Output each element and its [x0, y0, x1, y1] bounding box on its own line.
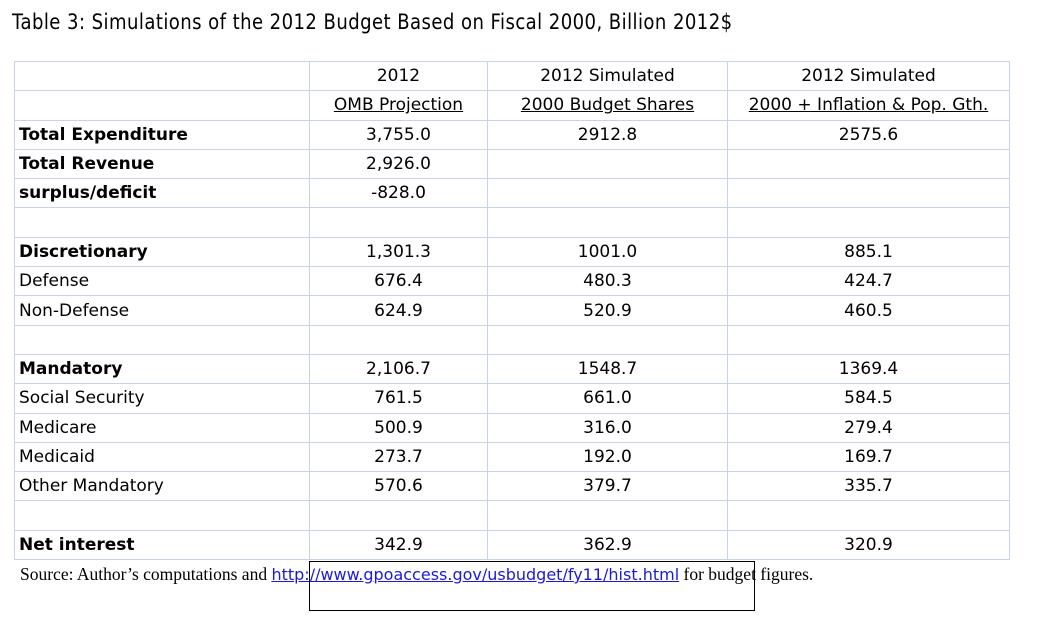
- table-cell: [487, 178, 728, 209]
- table-row: Defense 676.4 480.3 424.7: [14, 266, 1010, 297]
- table-cell: [727, 500, 1010, 531]
- table-cell: 362.9: [487, 529, 728, 561]
- table-cell: 2912.8: [487, 119, 728, 150]
- table-cell: 1,301.3: [309, 236, 488, 268]
- table-cell: [727, 148, 1010, 180]
- row-label: Defense: [14, 266, 310, 297]
- row-label: Total Expenditure: [14, 119, 310, 150]
- row-label: surplus/deficit: [14, 178, 310, 209]
- row-label: Medicaid: [14, 441, 310, 473]
- table-row: Non-Defense 624.9 520.9 460.5: [14, 295, 1010, 326]
- table-cell: 2012 Simulated: [487, 60, 728, 92]
- table-cell: 2012 Simulated: [727, 60, 1010, 92]
- table-cell: 2,926.0: [309, 148, 488, 180]
- spacer-row: [14, 324, 1010, 355]
- row-label: Net interest: [14, 529, 310, 561]
- header-row-1: 2012 2012 Simulated 2012 Simulated: [14, 60, 1010, 92]
- row-label: [14, 60, 310, 92]
- budget-table: 2012 2012 Simulated 2012 Simulated OMB Proj…: [14, 60, 1010, 561]
- table-row: Total Revenue 2,926.0: [14, 148, 1010, 180]
- table-cell: 2000 + Inflation & Pop. Gth.: [727, 90, 1010, 121]
- table-cell: 379.7: [487, 471, 728, 502]
- table-row: Other Mandatory 570.6 379.7 335.7: [14, 471, 1010, 502]
- table-cell: 2000 Budget Shares: [487, 90, 728, 121]
- spacer-row: [14, 500, 1010, 531]
- table-cell: [727, 207, 1010, 238]
- row-label: [14, 90, 310, 121]
- table-title: Table 3: Simulations of the 2012 Budget …: [12, 10, 733, 34]
- table-cell: 2012: [309, 60, 488, 92]
- header-text: OMB Projection: [333, 95, 464, 116]
- table-row: Total Expenditure 3,755.0 2912.8 2575.6: [14, 119, 1010, 150]
- table-row: surplus/deficit -828.0: [14, 178, 1010, 209]
- table-cell: 3,755.0: [309, 119, 488, 150]
- table-cell: 500.9: [309, 412, 488, 443]
- table-row: Medicare 500.9 316.0 279.4: [14, 412, 1010, 443]
- source-prefix: Source: Author’s computations and: [20, 564, 272, 584]
- table-cell: 661.0: [487, 383, 728, 414]
- table-cell: OMB Projection: [309, 90, 488, 121]
- source-link[interactable]: http://www.gpoaccess.gov/usbudget/fy11/h…: [271, 565, 680, 584]
- table-cell: 1548.7: [487, 353, 728, 385]
- row-label: Mandatory: [14, 353, 310, 385]
- table-cell: [309, 207, 488, 238]
- row-label: Medicare: [14, 412, 310, 443]
- table-cell: 1369.4: [727, 353, 1010, 385]
- table-row: Social Security 761.5 661.0 584.5: [14, 383, 1010, 414]
- table-cell: 2575.6: [727, 119, 1010, 150]
- row-label: Discretionary: [14, 236, 310, 268]
- table-cell: 885.1: [727, 236, 1010, 268]
- table-cell: -828.0: [309, 178, 488, 209]
- table-cell: 2,106.7: [309, 353, 488, 385]
- table-cell: 316.0: [487, 412, 728, 443]
- table-cell: [727, 324, 1010, 355]
- table-row: Mandatory 2,106.7 1548.7 1369.4: [14, 353, 1010, 385]
- source-suffix: for budget figures.: [679, 564, 814, 584]
- header-text: 2000 + Inflation & Pop. Gth.: [748, 95, 989, 116]
- table-cell: [487, 324, 728, 355]
- table-cell: [309, 324, 488, 355]
- header-text: 2000 Budget Shares: [520, 95, 695, 116]
- table-cell: 279.4: [727, 412, 1010, 443]
- table-row: Medicaid 273.7 192.0 169.7: [14, 441, 1010, 473]
- table-cell: 480.3: [487, 266, 728, 297]
- table-cell: 676.4: [309, 266, 488, 297]
- table-cell: 1001.0: [487, 236, 728, 268]
- table-cell: 273.7: [309, 441, 488, 473]
- row-label: [14, 207, 310, 238]
- table-cell: [309, 500, 488, 531]
- row-label: Other Mandatory: [14, 471, 310, 502]
- table-cell: [727, 178, 1010, 209]
- table-cell: [487, 500, 728, 531]
- table-cell: 342.9: [309, 529, 488, 561]
- table-cell: 335.7: [727, 471, 1010, 502]
- link-box-frame: [309, 561, 755, 611]
- table-cell: 169.7: [727, 441, 1010, 473]
- table-cell: 320.9: [727, 529, 1010, 561]
- table-cell: 192.0: [487, 441, 728, 473]
- row-label: [14, 324, 310, 355]
- table-cell: 584.5: [727, 383, 1010, 414]
- table-cell: 460.5: [727, 295, 1010, 326]
- table-cell: 761.5: [309, 383, 488, 414]
- header-row-2: OMB Projection 2000 Budget Shares 2000 + I…: [14, 90, 1010, 121]
- table-cell: [487, 148, 728, 180]
- row-label: Social Security: [14, 383, 310, 414]
- row-label: Non-Defense: [14, 295, 310, 326]
- table-row: Discretionary 1,301.3 1001.0 885.1: [14, 236, 1010, 268]
- table-row: Net interest 342.9 362.9 320.9: [14, 529, 1010, 561]
- table-cell: 570.6: [309, 471, 488, 502]
- table-cell: 624.9: [309, 295, 488, 326]
- spacer-row: [14, 207, 1010, 238]
- row-label: Total Revenue: [14, 148, 310, 180]
- table-cell: 424.7: [727, 266, 1010, 297]
- row-label: [14, 500, 310, 531]
- table-cell: [487, 207, 728, 238]
- source-note: Source: Author’s computations and http:/…: [20, 564, 813, 585]
- table-cell: 520.9: [487, 295, 728, 326]
